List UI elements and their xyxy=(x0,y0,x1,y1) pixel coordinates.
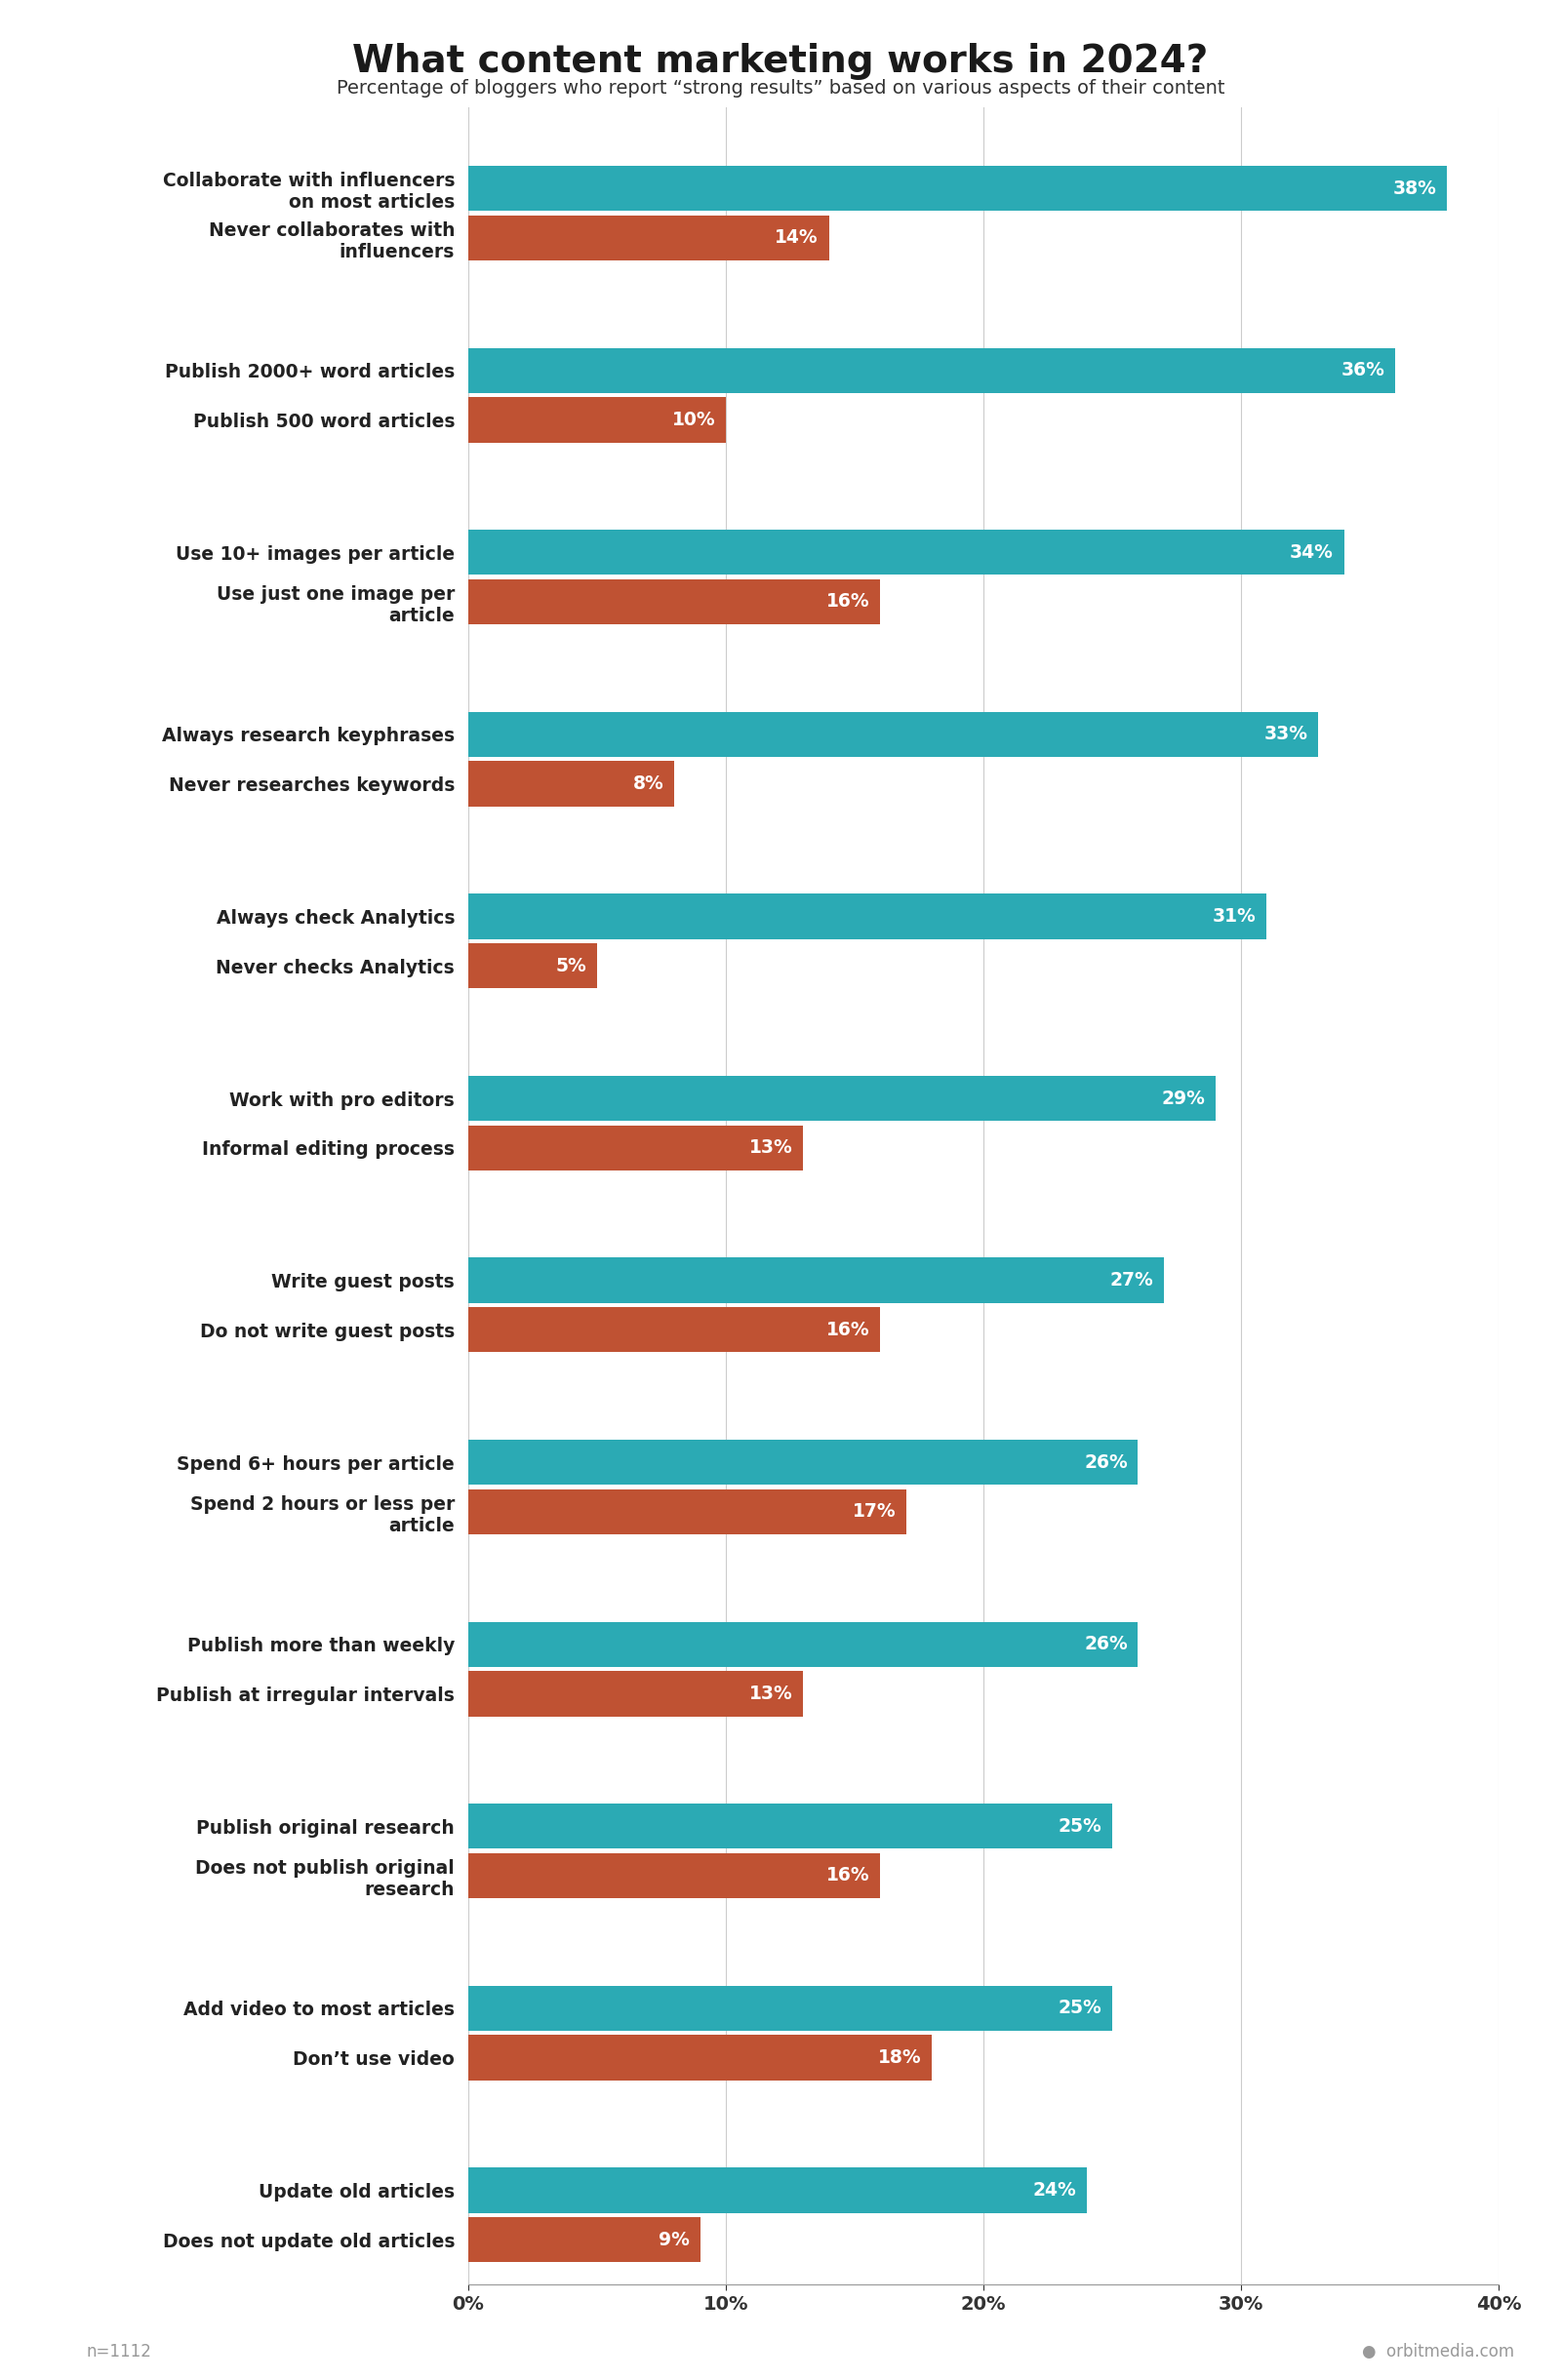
Text: 10%: 10% xyxy=(673,412,715,428)
Bar xyxy=(468,895,1268,940)
Bar xyxy=(468,347,1396,393)
Text: 31%: 31% xyxy=(1213,907,1257,926)
Bar xyxy=(468,1257,1165,1302)
Text: 26%: 26% xyxy=(1083,1635,1127,1654)
Text: 34%: 34% xyxy=(1289,543,1333,562)
Text: Percentage of bloggers who report “strong results” based on various aspects of t: Percentage of bloggers who report “stron… xyxy=(336,79,1225,98)
Bar xyxy=(468,531,1344,576)
Text: 25%: 25% xyxy=(1058,1999,1102,2018)
Text: 16%: 16% xyxy=(827,593,869,612)
Bar xyxy=(468,1985,1111,2030)
Text: 29%: 29% xyxy=(1161,1090,1205,1107)
Bar xyxy=(468,167,1447,212)
Text: n=1112: n=1112 xyxy=(86,2344,151,2361)
Bar xyxy=(468,2035,932,2080)
Bar xyxy=(468,214,829,259)
Text: 26%: 26% xyxy=(1083,1454,1127,1471)
Bar xyxy=(468,1076,1214,1121)
Bar xyxy=(468,762,674,807)
Text: 14%: 14% xyxy=(776,228,818,248)
Text: 13%: 13% xyxy=(749,1685,793,1704)
Text: 5%: 5% xyxy=(556,957,587,976)
Text: 24%: 24% xyxy=(1032,2180,1076,2199)
Bar xyxy=(468,2218,699,2263)
Text: ●  orbitmedia.com: ● orbitmedia.com xyxy=(1361,2344,1514,2361)
Bar xyxy=(468,1126,804,1171)
Text: 33%: 33% xyxy=(1264,726,1308,743)
Text: 25%: 25% xyxy=(1058,1816,1102,1835)
Bar xyxy=(468,1440,1138,1485)
Text: 16%: 16% xyxy=(827,1321,869,1340)
Text: 27%: 27% xyxy=(1110,1271,1154,1290)
Text: 38%: 38% xyxy=(1392,178,1436,198)
Text: 16%: 16% xyxy=(827,1866,869,1885)
Bar xyxy=(468,397,726,443)
Text: 36%: 36% xyxy=(1341,362,1385,381)
Bar xyxy=(468,1854,880,1899)
Text: 13%: 13% xyxy=(749,1138,793,1157)
Bar xyxy=(468,578,880,624)
Bar xyxy=(468,1621,1138,1666)
Text: What content marketing works in 2024?: What content marketing works in 2024? xyxy=(353,43,1208,81)
Bar xyxy=(468,1490,905,1535)
Text: 17%: 17% xyxy=(852,1502,896,1521)
Text: 18%: 18% xyxy=(879,2049,921,2066)
Text: 9%: 9% xyxy=(659,2230,690,2249)
Text: 8%: 8% xyxy=(634,774,663,793)
Bar xyxy=(468,1307,880,1352)
Bar xyxy=(468,942,596,988)
Bar xyxy=(468,2168,1086,2213)
Bar xyxy=(468,1671,804,1716)
Bar xyxy=(468,1804,1111,1849)
Bar xyxy=(468,712,1317,757)
